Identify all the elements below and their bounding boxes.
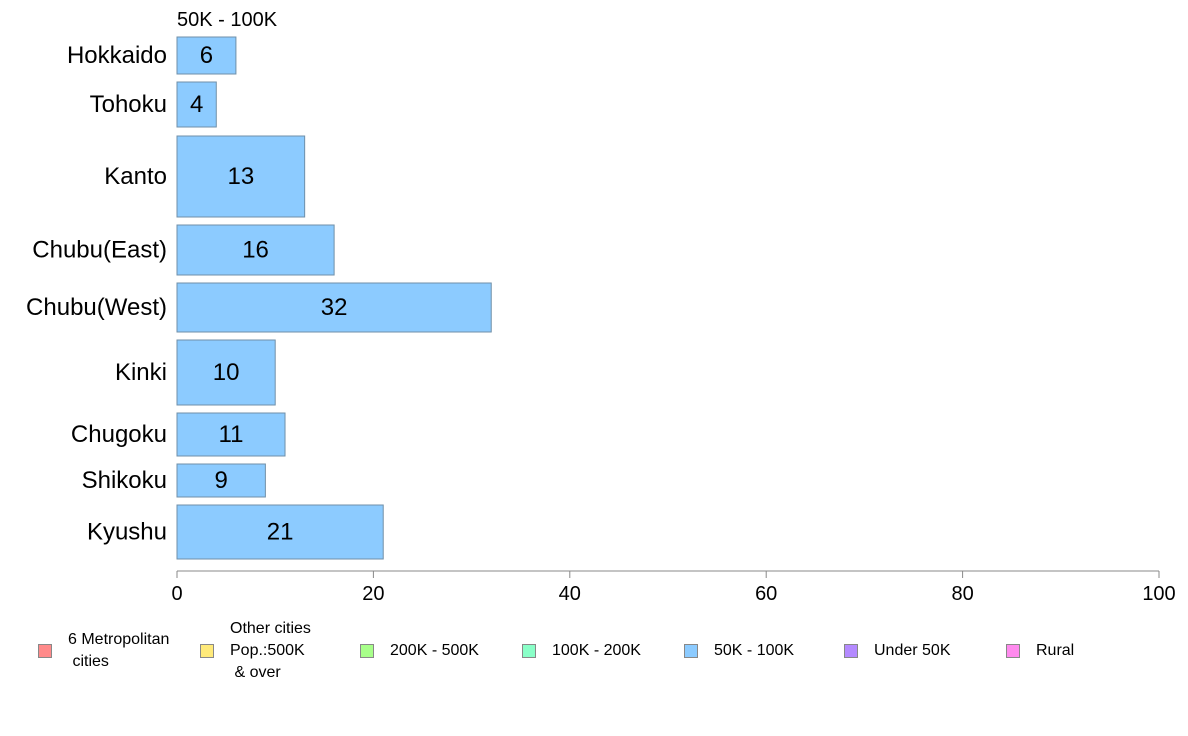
x-tick-label: 0 (171, 583, 182, 605)
bar-chugoku (176, 412, 286, 457)
legend-label: Under 50K (874, 642, 951, 659)
bar-value-label: 11 (219, 421, 244, 448)
bar-chart: 50K - 100K Hokkaido 6 Tohoku 4 Kanto 13 Chubu(… (26, 9, 1176, 605)
bar-chubu-west- (176, 282, 492, 333)
bar-value-label: 16 (242, 237, 269, 264)
x-tick-label: 100 (1142, 583, 1175, 605)
legend-label: 100K - 200K (552, 642, 641, 659)
legend-item: 200K - 500K (360, 620, 520, 690)
bar-kanto (176, 135, 306, 218)
legend-swatch (1006, 644, 1020, 658)
bar-hokkaido (176, 36, 237, 75)
legend-item: 50K - 100K (684, 620, 844, 690)
legend-item: 6 Metropolitan cities (38, 620, 198, 690)
bar-value-label: 9 (215, 467, 228, 494)
category-label: Kanto (104, 163, 167, 190)
bar-value-label: 10 (213, 359, 240, 386)
legend-label: 200K - 500K (390, 642, 479, 659)
x-tick-label: 80 (951, 583, 973, 605)
chart-title: 50K - 100K (177, 9, 278, 31)
category-label: Chubu(East) (32, 237, 167, 264)
bar-tohoku (176, 81, 217, 128)
category-label: Kyushu (87, 519, 167, 546)
legend-swatch (522, 644, 536, 658)
category-label: Tohoku (90, 91, 167, 118)
legend-label: Other cities Pop.:500K & over (230, 620, 311, 681)
bar-kyushu (176, 504, 384, 560)
category-label: Shikoku (82, 467, 167, 494)
category-label: Kinki (115, 359, 167, 386)
bars-group: Hokkaido 6 Tohoku 4 Kanto 13 Chubu(East) 16 Chub… (26, 36, 492, 560)
legend-swatch (360, 644, 374, 658)
category-label: Chubu(West) (26, 294, 167, 321)
bar-value-label: 6 (200, 42, 213, 69)
x-axis: 0 20 40 60 80 100 (171, 570, 1176, 605)
bar-value-label: 21 (267, 519, 294, 546)
bar-value-label: 13 (227, 163, 254, 190)
legend-swatch (684, 644, 698, 658)
bar-value-label: 32 (321, 294, 348, 321)
legend: 6 Metropolitan cities Other cities Pop.:5… (38, 620, 1158, 690)
category-label: Hokkaido (67, 42, 167, 69)
bar-shikoku (176, 463, 266, 498)
category-label: Chugoku (71, 421, 167, 448)
legend-label: 50K - 100K (714, 642, 795, 659)
legend-item: Rural (1006, 620, 1166, 690)
legend-item: Other cities Pop.:500K & over (200, 620, 360, 690)
legend-item: 100K - 200K (522, 620, 682, 690)
bar-kinki (176, 339, 276, 406)
legend-swatch (200, 644, 214, 658)
legend-swatch (38, 644, 52, 658)
x-tick-label: 40 (559, 583, 581, 605)
legend-label: 6 Metropolitan cities (68, 631, 170, 670)
bar-value-label: 4 (190, 91, 203, 118)
x-tick-label: 60 (755, 583, 777, 605)
legend-item: Under 50K (844, 620, 1004, 690)
bar-chubu-east- (176, 224, 335, 276)
x-tick-label: 20 (362, 583, 384, 605)
legend-label: Rural (1036, 642, 1075, 659)
legend-swatch (844, 644, 858, 658)
